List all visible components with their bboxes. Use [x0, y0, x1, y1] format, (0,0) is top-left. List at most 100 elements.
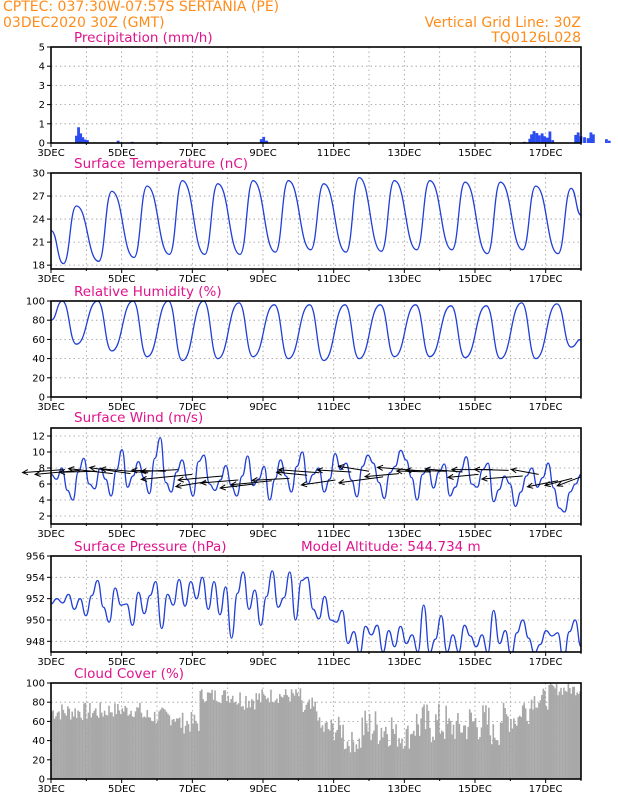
cloud-bar [61, 704, 63, 779]
cloud-bar [401, 738, 403, 779]
cloud-bar [493, 737, 496, 779]
x-tick-label: 17DEC [529, 148, 563, 159]
cloud-bar [115, 714, 118, 779]
x-tick-label: 9DEC [249, 784, 276, 795]
cloud-bar [64, 713, 66, 779]
cloud-bar [539, 700, 542, 779]
cloud-bar [165, 711, 168, 779]
cloud-bar [429, 727, 431, 779]
y-tick-label: 100 [26, 297, 45, 308]
cloud-bar [329, 730, 331, 779]
precip-bar [532, 131, 536, 143]
cloud-bar [446, 723, 449, 779]
cloud-bar [264, 695, 266, 779]
cloud-bar [103, 710, 106, 779]
x-tick-label: 5DEC [108, 148, 135, 159]
cloud-bar [122, 711, 125, 779]
cloud-bar [558, 691, 561, 779]
x-tick-label: 7DEC [179, 657, 206, 668]
cloud-bars [51, 683, 581, 779]
x-tick-label: 3DEC [37, 657, 64, 668]
y-tick-label: 80 [32, 698, 45, 709]
precip-bar [546, 137, 549, 143]
cloud-bar [248, 700, 250, 779]
cloud-bar [358, 738, 361, 779]
precip-bar [543, 136, 547, 143]
cloud-bar [199, 691, 202, 779]
header-grid-line: Vertical Grid Line: 30Z [425, 15, 581, 31]
cloud-bar [111, 712, 113, 779]
cloud-bar [339, 725, 341, 779]
cloud-bar [485, 705, 487, 779]
cloud-bar [281, 697, 284, 779]
wind-arrow [556, 476, 582, 487]
cloud-bar [383, 731, 386, 779]
cloud-bar [320, 727, 322, 779]
cloud-bar [324, 722, 327, 779]
cloud-bar [302, 711, 305, 779]
cloud-bar [351, 731, 353, 779]
wind-arrow [300, 479, 336, 488]
cloud-bar [365, 723, 368, 779]
cloud-bar [270, 689, 272, 779]
cloud-bar [286, 695, 288, 779]
cloud-bar [265, 699, 268, 779]
x-tick-label: 13DEC [387, 529, 421, 540]
cloud-bar [127, 715, 129, 779]
cloud-bar [236, 704, 238, 779]
cloud-bar [461, 732, 464, 779]
cloud-bar [567, 683, 570, 779]
cloud-bar [114, 703, 116, 779]
panel-frame [50, 682, 582, 780]
cloud-bar [479, 737, 481, 779]
cloud-bar [545, 705, 548, 779]
cloud-bar [146, 710, 149, 779]
precip-bar [591, 134, 595, 143]
cloud-bar [399, 743, 402, 779]
cloud-bar [145, 717, 147, 779]
precip-bar [116, 140, 120, 143]
x-tick-label: 13DEC [387, 274, 421, 285]
cloud-bar [171, 719, 174, 779]
cloud-bar [436, 720, 439, 779]
cloud-bar [268, 702, 271, 779]
cloud-bar [214, 690, 216, 779]
cloud-bar [305, 704, 308, 779]
cloud-bar [175, 718, 178, 779]
cloud-bar [418, 735, 421, 779]
cloud-bar [152, 721, 154, 779]
cloud-bar [520, 717, 523, 779]
cloud-bar [533, 696, 536, 779]
cloud-bar [273, 702, 275, 779]
x-tick-label: 17DEC [529, 529, 563, 540]
cloud-bar [379, 740, 381, 779]
cloud-bar [304, 709, 306, 779]
cloud-bar [340, 737, 343, 779]
precip-bar [262, 136, 266, 143]
cloud-bar [423, 704, 425, 779]
cloud-bar [376, 724, 378, 779]
cloud-bar [412, 730, 415, 779]
cloud-bar [551, 684, 553, 779]
cloud-bar [451, 734, 453, 779]
cloud-bar [480, 727, 483, 779]
x-tick-label: 13DEC [387, 784, 421, 795]
gridlines [51, 47, 581, 143]
cloud-bar [184, 725, 187, 779]
cloud-bar [367, 731, 369, 779]
cloud-bar [224, 690, 227, 779]
cloud-bar [532, 709, 534, 779]
precip-bar [81, 137, 85, 143]
cloud-bar [405, 729, 408, 779]
wind-speed-line [51, 436, 581, 513]
cloud-bar [53, 718, 56, 779]
cloud-bar [460, 732, 462, 779]
cloud-bar [206, 692, 209, 779]
cloud-bar [220, 703, 222, 779]
cloud-bar [242, 706, 244, 779]
cloud-bar [511, 728, 514, 779]
y-tick-label: 0 [39, 393, 45, 404]
pressure-title: Surface Pressure (hPa) [74, 539, 227, 555]
cloud-bar [374, 711, 377, 779]
precip-bar [540, 133, 544, 143]
